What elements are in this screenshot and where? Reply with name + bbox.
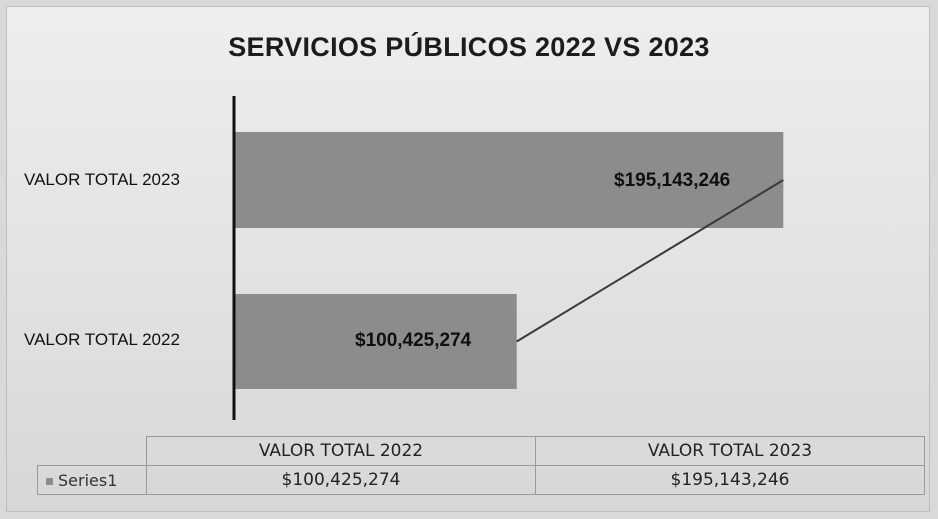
data-label-2022: $100,425,274 [355,330,472,351]
data-label-2023: $195,143,246 [614,170,731,191]
category-label-2022: VALOR TOTAL 2022 [24,330,180,349]
data-table-value-2022: $100,425,274 [146,465,536,495]
trend-line [516,179,784,343]
data-table-header-row: VALOR TOTAL 2022 VALOR TOTAL 2023 [37,436,925,466]
data-table-series-label: Series1 [58,470,118,490]
chart-title: SERVICIOS PÚBLICOS 2022 VS 2023 [228,32,710,62]
data-table-corner [37,436,147,466]
bar-valor-total-2022 [234,294,517,389]
data-table-row: Series1 $100,425,274 $195,143,246 [37,465,925,495]
chart-frame [6,6,930,512]
category-label-2023: VALOR TOTAL 2023 [24,170,180,189]
data-table-header-2022: VALOR TOTAL 2022 [146,436,536,466]
data-table-series-cell: Series1 [37,465,147,495]
data-table-value-2023: $195,143,246 [535,465,925,495]
bar-valor-total-2023 [234,132,784,228]
data-table: VALOR TOTAL 2022 VALOR TOTAL 2023 Series… [37,436,925,495]
data-table-header-2023: VALOR TOTAL 2023 [535,436,925,466]
legend-swatch [46,477,53,485]
